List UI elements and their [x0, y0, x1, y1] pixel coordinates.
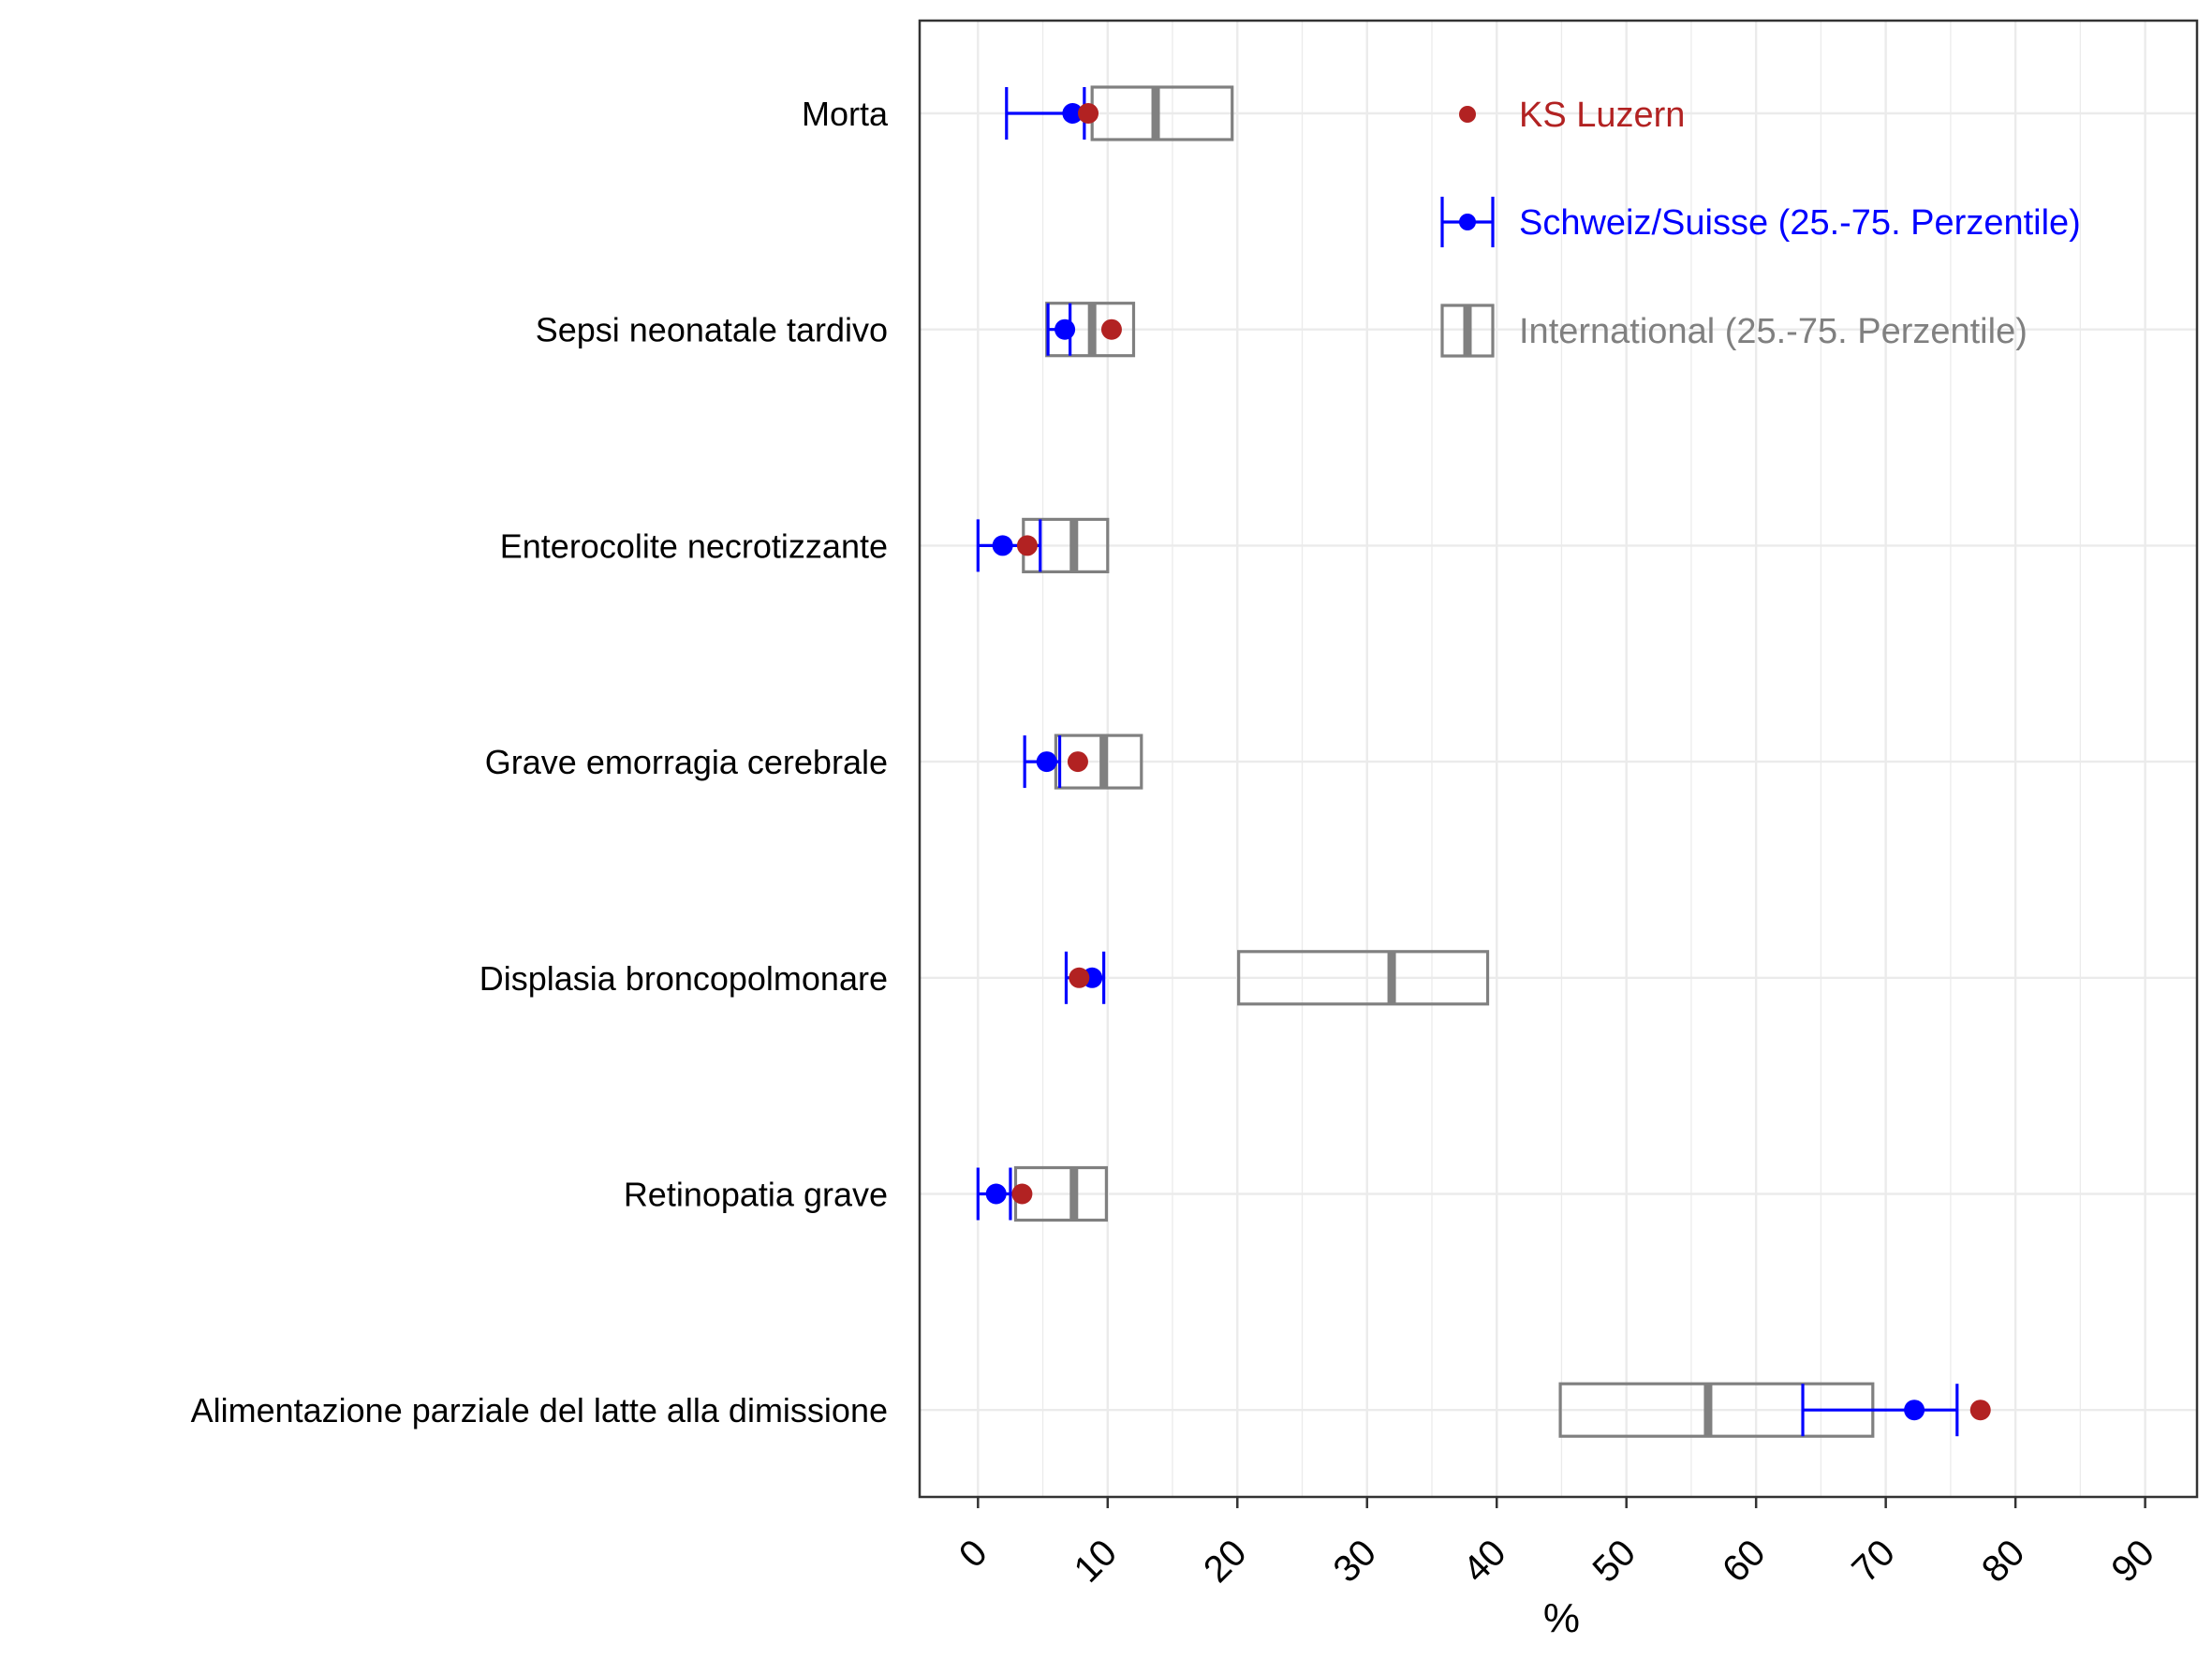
ks-luzern-point: [1078, 103, 1099, 124]
ks-luzern-point: [1067, 751, 1088, 773]
schweiz-point: [992, 535, 1013, 556]
plot-panel-border: [918, 19, 2199, 1499]
schweiz-point: [1054, 318, 1076, 340]
category-label: Grave emorragia cerebrale: [485, 743, 888, 781]
ks-luzern-points: [1011, 103, 1991, 1421]
x-tick-label: 0: [951, 1532, 995, 1576]
legend-key-ks-luzern: [1459, 106, 1476, 123]
ks-luzern-point: [1100, 318, 1122, 340]
ks-luzern-point: [1011, 1183, 1033, 1205]
international-box: [1237, 950, 1490, 1006]
schweiz-point: [1036, 751, 1057, 773]
schweiz-point: [985, 1183, 1007, 1205]
x-tick-label: 40: [1455, 1532, 1514, 1591]
legend: KS Luzern Schweiz/Suisse (25.-75. Perzent…: [1440, 96, 2081, 358]
category-labels: Morta Sepsi neonatale tardivo Enterocolite…: [191, 95, 889, 1429]
x-tick-label: 90: [2103, 1532, 2162, 1591]
legend-label-ks-luzern: KS Luzern: [1519, 96, 1685, 135]
schweiz-point: [1904, 1400, 1925, 1421]
x-axis-title: %: [1543, 1595, 1580, 1641]
ks-luzern-point: [1016, 535, 1038, 556]
x-tick-label: 50: [1585, 1532, 1644, 1591]
x-tick-label: 60: [1715, 1532, 1774, 1591]
legend-label-international: International (25.-75. Perzentile): [1519, 312, 2028, 351]
ks-luzern-point: [1069, 967, 1090, 988]
category-label: Morta: [802, 95, 889, 133]
schweiz-point: [1062, 103, 1084, 124]
category-label: Enterocolite necrotizzante: [500, 526, 888, 565]
category-label: Displasia broncopolmonare: [479, 959, 888, 998]
category-label: Retinopatia grave: [624, 1176, 888, 1214]
category-label: Sepsi neonatale tardivo: [536, 311, 888, 349]
x-tick-label: 70: [1844, 1532, 1903, 1591]
category-label: Alimentazione parziale del latte alla di…: [191, 1391, 888, 1429]
legend-key-schweiz-point: [1459, 214, 1476, 230]
ks-luzern-point: [1969, 1400, 1991, 1421]
x-tick-label: 10: [1067, 1532, 1126, 1591]
legend-label-schweiz: Schweiz/Suisse (25.-75. Perzentile): [1519, 203, 2081, 243]
x-tick-label: 80: [1974, 1532, 2033, 1591]
x-axis: 0 10 20 30 40 50 60 70 80 90: [951, 1497, 2162, 1591]
grid: [920, 21, 2197, 1497]
x-tick-label: 30: [1326, 1532, 1385, 1591]
x-tick-label: 20: [1196, 1532, 1255, 1591]
